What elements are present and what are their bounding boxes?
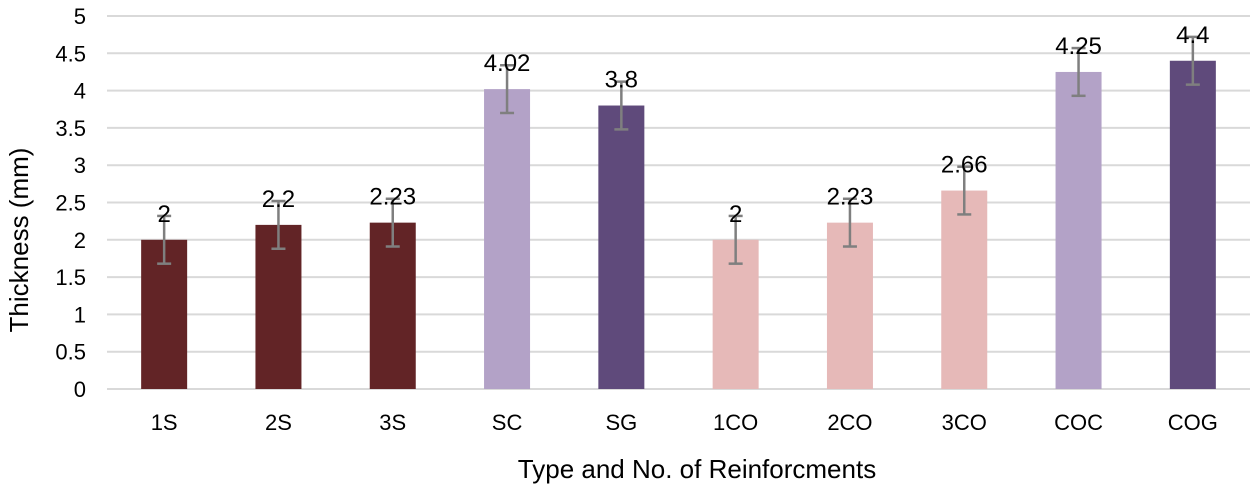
x-tick-label: SC — [492, 410, 523, 435]
x-tick-label: 1CO — [713, 410, 758, 435]
y-tick-label: 3.5 — [55, 116, 86, 141]
x-tick-label: COG — [1168, 410, 1218, 435]
x-tick-label: 3S — [379, 410, 406, 435]
data-label: 4.4 — [1176, 22, 1209, 49]
error-bar — [1071, 46, 1086, 98]
bar — [369, 222, 416, 389]
bar — [255, 224, 302, 389]
y-tick-label: 4 — [74, 79, 86, 104]
bar — [826, 222, 873, 389]
y-axis-ticks: 0 0.5 1 1.5 2 2.5 3 3.5 4 4.5 5 — [55, 4, 86, 402]
y-tick-label: 2 — [74, 228, 86, 253]
y-tick-label: 0.5 — [55, 340, 86, 365]
y-tick-label: 4.5 — [55, 41, 86, 66]
x-tick-label: SG — [605, 410, 637, 435]
y-tick-label: 5 — [74, 4, 86, 29]
data-label: 2.23 — [369, 184, 416, 211]
x-axis-label: Type and No. of Reinforcments — [518, 454, 876, 484]
y-tick-label: 0 — [74, 377, 86, 402]
y-tick-label: 1 — [74, 302, 86, 327]
data-label: 2.23 — [827, 184, 874, 211]
x-tick-label: COC — [1054, 410, 1103, 435]
data-label: 2 — [157, 201, 170, 228]
data-label: 2 — [729, 201, 742, 228]
bar — [1169, 60, 1216, 389]
y-axis-label: Thickness (mm) — [4, 148, 34, 333]
bar — [941, 190, 988, 389]
bar — [484, 89, 531, 389]
y-tick-label: 1.5 — [55, 265, 86, 290]
x-tick-label: 2CO — [827, 410, 872, 435]
error-bar — [842, 197, 857, 248]
x-tick-label: 1S — [151, 410, 178, 435]
data-label: 2.2 — [262, 186, 295, 213]
error-bar — [385, 197, 400, 248]
error-bar — [271, 199, 286, 251]
x-tick-label: 3CO — [942, 410, 987, 435]
data-label: 4.25 — [1055, 33, 1102, 60]
data-labels: 2 2.2 2.23 4.02 3.8 2 2.23 2.66 4.25 4.4 — [157, 22, 1209, 228]
bar — [1055, 71, 1102, 389]
error-bar — [1185, 35, 1200, 86]
x-tick-label: 2S — [265, 410, 292, 435]
error-bar — [500, 63, 515, 115]
data-label: 4.02 — [484, 50, 531, 77]
error-bar — [157, 214, 172, 265]
y-tick-label: 2.5 — [55, 191, 86, 216]
bar — [598, 105, 645, 390]
error-bar — [728, 214, 743, 265]
error-bars — [157, 35, 1200, 265]
y-tick-label: 3 — [74, 153, 86, 178]
data-label: 2.66 — [941, 152, 988, 179]
x-axis-ticks: 1S 2S 3S SC SG 1CO 2CO 3CO COC COG — [151, 410, 1218, 435]
bars — [141, 60, 1216, 390]
error-bar — [957, 165, 972, 216]
data-label: 3.8 — [605, 67, 638, 94]
error-bar — [614, 80, 629, 131]
